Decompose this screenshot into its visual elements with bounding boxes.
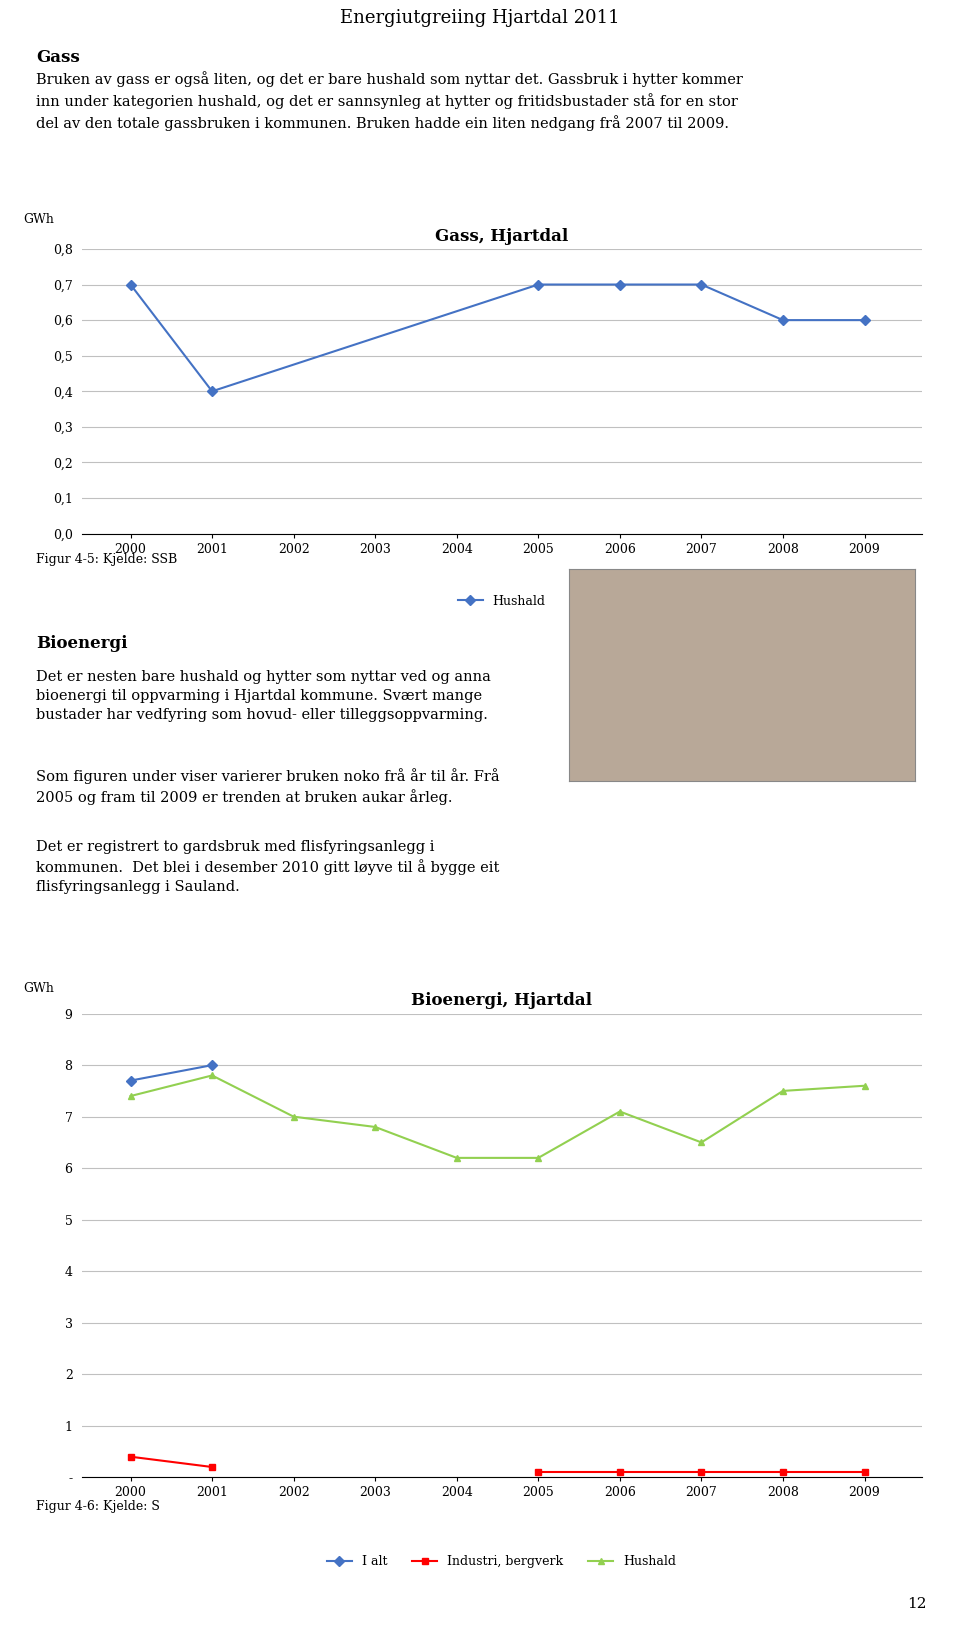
Text: Energiutgreiing Hjartdal 2011: Energiutgreiing Hjartdal 2011: [340, 10, 620, 28]
Title: Bioenergi, Hjartdal: Bioenergi, Hjartdal: [411, 992, 592, 1009]
Text: Som figuren under viser varierer bruken noko frå år til år. Frå
2005 og fram til: Som figuren under viser varierer bruken …: [36, 768, 500, 805]
Text: Bruken av gass er også liten, og det er bare hushald som nyttar det. Gassbruk i : Bruken av gass er også liten, og det er …: [36, 72, 743, 130]
Text: Figur 4-5: Kjelde: SSB: Figur 4-5: Kjelde: SSB: [36, 553, 178, 566]
Title: Gass, Hjartdal: Gass, Hjartdal: [435, 228, 568, 244]
Text: 12: 12: [907, 1596, 926, 1611]
Text: Det er registrert to gardsbruk med flisfyringsanlegg i
kommunen.  Det blei i des: Det er registrert to gardsbruk med flisf…: [36, 840, 500, 895]
Text: Det er nesten bare hushald og hytter som nyttar ved og anna
bioenergi til oppvar: Det er nesten bare hushald og hytter som…: [36, 670, 492, 722]
Text: Bioenergi: Bioenergi: [36, 635, 128, 651]
Text: Figur 4-6: Kjelde: S: Figur 4-6: Kjelde: S: [36, 1500, 160, 1513]
Text: Gass: Gass: [36, 49, 81, 65]
Legend: Hushald: Hushald: [452, 591, 551, 613]
Legend: I alt, Industri, bergverk, Hushald: I alt, Industri, bergverk, Hushald: [322, 1551, 682, 1573]
Text: GWh: GWh: [23, 983, 54, 996]
Text: GWh: GWh: [23, 213, 54, 226]
